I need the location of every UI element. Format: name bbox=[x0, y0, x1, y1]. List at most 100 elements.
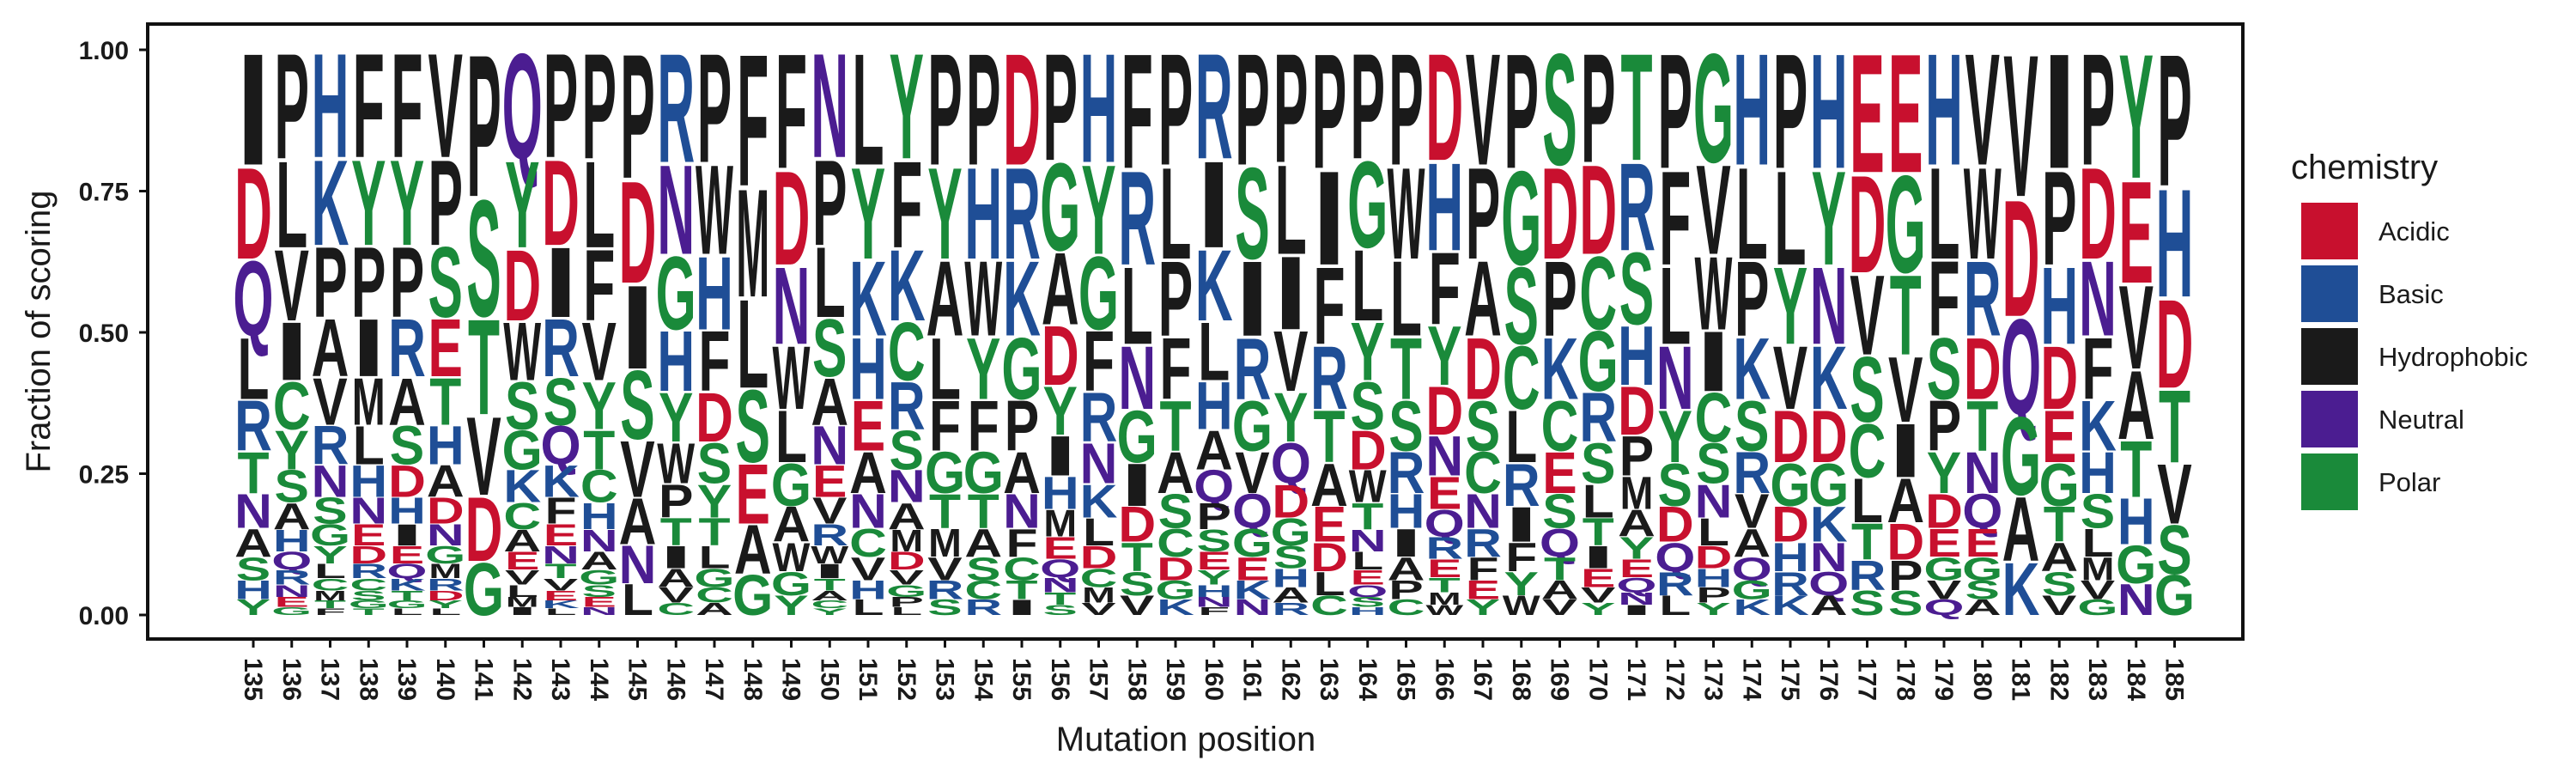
x-tick-label: 148 bbox=[738, 658, 767, 701]
residue-glyph-D: D bbox=[427, 490, 465, 532]
residue-glyph-Y: Y bbox=[890, 21, 924, 190]
residue-glyph-L: L bbox=[507, 581, 538, 600]
residue-glyph-G: G bbox=[1923, 551, 1964, 587]
residue-glyph-R: R bbox=[1425, 531, 1463, 566]
residue-glyph-G: G bbox=[1501, 144, 1541, 294]
residue-glyph-L: L bbox=[391, 607, 422, 618]
residue-glyph-G: G bbox=[656, 235, 696, 351]
residue-glyph-S: S bbox=[1351, 594, 1385, 610]
residue-glyph-F: F bbox=[1159, 320, 1191, 417]
residue-glyph-L: L bbox=[314, 559, 346, 582]
residue-glyph-H: H bbox=[1195, 368, 1233, 444]
residue-glyph-Y: Y bbox=[1504, 565, 1539, 603]
residue-glyph-T: T bbox=[1890, 252, 1922, 379]
residue-glyph-D: D bbox=[1310, 534, 1348, 580]
x-tick-label: 150 bbox=[815, 658, 843, 701]
x-tick-label: 146 bbox=[661, 658, 690, 701]
residue-glyph-I: I bbox=[351, 301, 386, 393]
residue-glyph-F: F bbox=[1659, 144, 1691, 294]
y-tick-label: 0.25 bbox=[79, 461, 129, 490]
residue-glyph-V: V bbox=[1927, 575, 1961, 606]
residue-glyph-C: C bbox=[1579, 235, 1617, 351]
residue-glyph-G: G bbox=[386, 599, 427, 612]
residue-glyph-G: G bbox=[349, 599, 389, 612]
x-tick-label: 173 bbox=[1699, 658, 1728, 701]
residue-glyph-D: D bbox=[1771, 396, 1809, 478]
residue-glyph-S: S bbox=[812, 302, 847, 393]
residue-glyph-Y: Y bbox=[774, 591, 808, 622]
x-tick-label: 157 bbox=[1084, 658, 1113, 701]
residue-glyph-V: V bbox=[620, 424, 654, 514]
residue-glyph-I: I bbox=[1697, 313, 1731, 410]
residue-glyph-V: V bbox=[428, 21, 463, 189]
residue-glyph-P: P bbox=[1158, 239, 1193, 359]
residue-glyph-C: C bbox=[349, 575, 387, 593]
residue-glyph-S: S bbox=[1235, 140, 1269, 287]
x-tick-label: 165 bbox=[1392, 658, 1420, 701]
residue-glyph-S: S bbox=[582, 581, 617, 600]
residue-glyph-I: I bbox=[275, 305, 309, 398]
residue-glyph-R: R bbox=[1849, 551, 1886, 599]
residue-glyph-H: H bbox=[312, 21, 349, 189]
x-tick-label: 170 bbox=[1583, 658, 1612, 701]
residue-glyph-K: K bbox=[1003, 239, 1041, 359]
residue-glyph-L: L bbox=[1928, 140, 1959, 287]
residue-glyph-A: A bbox=[696, 599, 733, 618]
residue-glyph-F: F bbox=[1505, 534, 1537, 580]
residue-glyph-C: C bbox=[273, 368, 311, 444]
residue-glyph-K: K bbox=[888, 228, 926, 342]
residue-glyph-D: D bbox=[2156, 273, 2194, 415]
residue-glyph-L: L bbox=[1198, 306, 1230, 399]
residue-glyph-S: S bbox=[1927, 320, 1961, 417]
residue-glyph-D: D bbox=[388, 457, 426, 507]
x-tick-label: 139 bbox=[392, 658, 421, 701]
residue-glyph-N: N bbox=[542, 541, 580, 569]
residue-glyph-N: N bbox=[234, 485, 272, 539]
residue-glyph-S: S bbox=[505, 368, 539, 444]
residue-glyph-H: H bbox=[2040, 245, 2078, 368]
residue-glyph-M: M bbox=[1620, 466, 1654, 519]
residue-glyph-T: T bbox=[968, 485, 999, 539]
residue-glyph-D: D bbox=[1925, 485, 1963, 539]
residue-glyph-N: N bbox=[312, 457, 349, 507]
residue-glyph-Y: Y bbox=[697, 476, 732, 528]
residue-glyph-E: E bbox=[1965, 521, 2000, 565]
legend-swatch bbox=[2301, 328, 2358, 385]
residue-glyph-L: L bbox=[775, 396, 807, 478]
residue-glyph-F: F bbox=[1467, 551, 1498, 587]
residue-glyph-L: L bbox=[237, 320, 269, 417]
residue-glyph-Q: Q bbox=[1732, 551, 1772, 587]
residue-glyph-R: R bbox=[542, 302, 580, 393]
residue-glyph-S: S bbox=[1388, 386, 1423, 466]
residue-glyph-L: L bbox=[1352, 228, 1383, 342]
residue-glyph-T: T bbox=[429, 364, 461, 439]
residue-glyph-H: H bbox=[1349, 605, 1387, 618]
residue-glyph-P: P bbox=[428, 136, 463, 272]
residue-glyph-R: R bbox=[1656, 565, 1694, 603]
residue-glyph-I: I bbox=[1005, 595, 1039, 620]
residue-glyph-A: A bbox=[734, 511, 772, 589]
residue-glyph-A: A bbox=[1964, 595, 2002, 619]
residue-glyph-E: E bbox=[428, 302, 463, 393]
residue-glyph-N: N bbox=[1656, 328, 1694, 429]
residue-glyph-Y: Y bbox=[2119, 18, 2154, 216]
legend-label: Neutral bbox=[2379, 405, 2464, 435]
residue-glyph-G: G bbox=[1886, 146, 1926, 301]
residue-glyph-M: M bbox=[352, 364, 386, 440]
residue-glyph-V: V bbox=[1273, 313, 1308, 410]
residue-glyph-P: P bbox=[1735, 239, 1769, 359]
residue-glyph-H: H bbox=[2156, 158, 2194, 330]
residue-glyph-I: I bbox=[1619, 602, 1654, 618]
residue-glyph-V: V bbox=[505, 566, 540, 589]
residue-glyph-M: M bbox=[2081, 551, 2115, 587]
residue-glyph-I: I bbox=[1581, 539, 1615, 575]
x-tick-label: 145 bbox=[623, 658, 652, 701]
residue-glyph-E: E bbox=[1466, 575, 1500, 606]
residue-glyph-G: G bbox=[1271, 511, 1311, 554]
residue-glyph-P: P bbox=[2157, 15, 2191, 226]
residue-glyph-R: R bbox=[657, 21, 695, 196]
residue-glyph-V: V bbox=[1888, 337, 1923, 441]
residue-glyph-L: L bbox=[1659, 245, 1691, 368]
residue-glyph-Y: Y bbox=[851, 140, 885, 287]
